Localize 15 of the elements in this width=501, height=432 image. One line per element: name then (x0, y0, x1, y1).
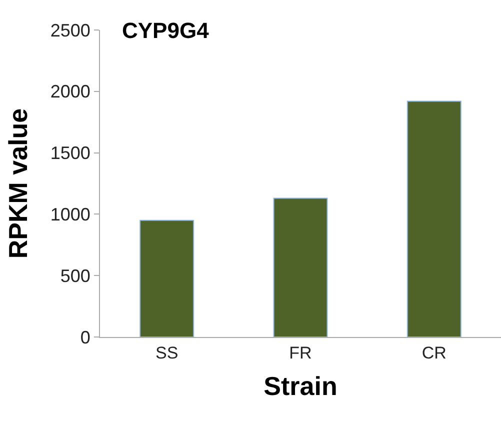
y-axis-title: RPKM value (2, 108, 33, 259)
x-axis-title: Strain (264, 371, 338, 402)
bar (140, 220, 194, 337)
y-tick-label: 2500 (50, 20, 90, 40)
bar (273, 198, 328, 337)
x-tick-label: CR (422, 343, 446, 362)
x-tick-label: SS (155, 343, 178, 362)
chart-title: CYP9G4 (122, 18, 210, 43)
y-tick-label: 1000 (50, 204, 90, 224)
y-tick-label: 0 (80, 327, 90, 348)
y-tick-label: 500 (60, 266, 90, 286)
y-tick-label: 2000 (50, 82, 90, 102)
y-tick-label: 1500 (50, 143, 90, 164)
x-tick-label: FR (289, 343, 312, 362)
bar (406, 100, 462, 337)
